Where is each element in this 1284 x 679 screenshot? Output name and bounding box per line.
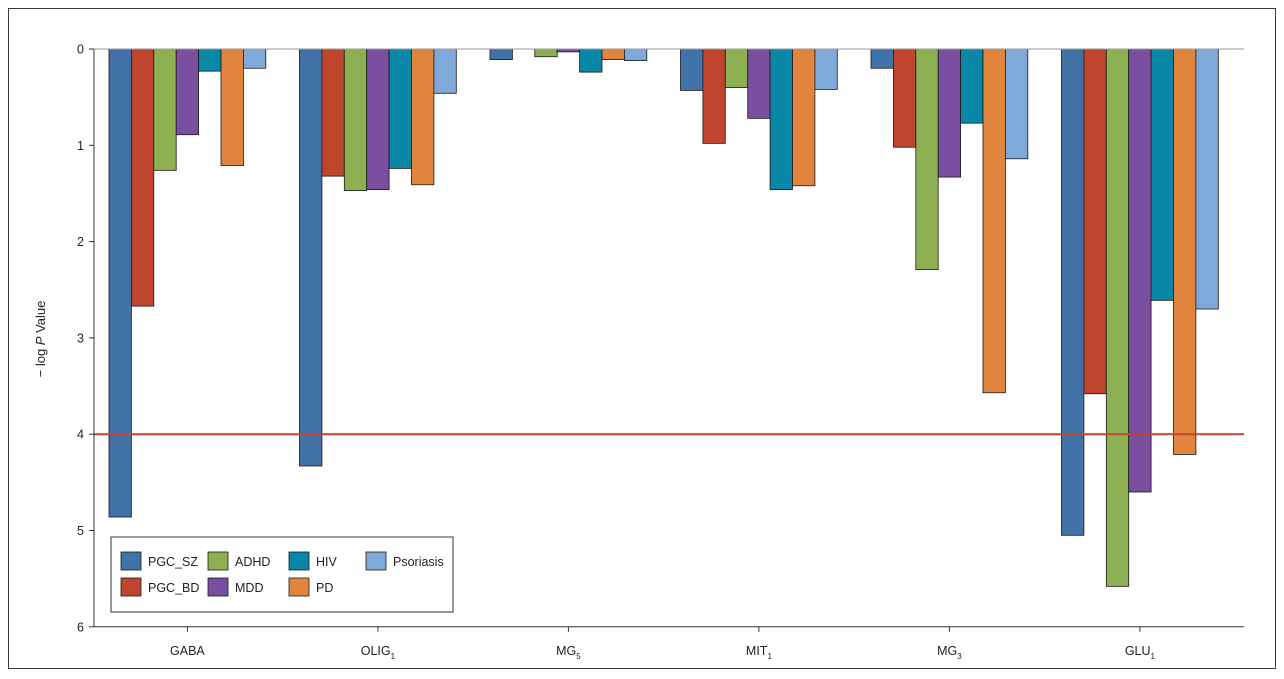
bar-mdd-glu1 [1128,48,1152,493]
bar-pd-mit1 [792,48,816,187]
legend-label: MDD [235,581,263,595]
legend-label: PGC_SZ [148,555,198,569]
legend-label: ADHD [235,555,270,569]
bar-psoriasis-mg5 [624,48,648,61]
legend-swatch [207,577,229,597]
legend-swatch [288,551,310,571]
legend-label: PD [316,581,333,595]
bar-mdd-mg3 [937,48,962,178]
x-category-label: MG3 [937,644,962,661]
y-axis-title: − log P Value [33,301,48,378]
legend-label: Psoriasis [393,555,444,569]
x-axis: GABA OLIG1 MG5 MIT1 MG3 GLU1 [94,48,1244,661]
bar-pgc-sz-glu1 [1061,48,1085,536]
bar-pgc-bd-gaba [131,48,155,307]
legend-swatch [365,551,387,571]
bar-pd-glu1 [1173,48,1197,455]
bar-pd-mg5 [601,48,625,60]
bar-chart: − log P Value 0 1 2 3 4 5 6 GABA OLIG1 MG5 MIT1 MG… [33,43,1244,661]
bar-pd-mg3 [982,48,1006,394]
x-category-label: GLU1 [1125,644,1156,661]
x-category-label: OLIG1 [361,644,396,661]
x-category-label: MG5 [556,644,581,661]
bar-adhd-olig1 [343,48,368,191]
bar-pgc-bd-glu1 [1083,48,1107,395]
x-category-label: GABA [170,644,205,658]
legend-swatch [120,577,142,597]
bar-pgc-bd-mit1 [702,48,726,144]
legend-label: HIV [316,555,338,569]
bar-adhd-glu1 [1105,48,1130,587]
bar-pgc-bd-mg3 [893,48,917,148]
bar-pgc-bd-olig1 [321,48,345,177]
bar-adhd-mit1 [724,48,749,88]
bar-adhd-mg3 [915,48,939,270]
bar-hiv-glu1 [1150,48,1174,301]
bar-hiv-olig1 [388,48,412,169]
bar-hiv-mg5 [579,48,603,73]
bars-group [94,48,1244,587]
legend-box [110,536,454,613]
bar-adhd-gaba [153,48,177,171]
y-tick-label: 5 [77,524,84,538]
bar-mdd-olig1 [366,48,390,191]
bar-pd-gaba [220,48,244,166]
legend-label: PGC_BD [148,581,199,595]
bar-adhd-mg5 [534,48,558,58]
y-tick-label: 0 [77,43,84,57]
y-tick-label: 1 [77,139,84,153]
y-tick-label: 3 [77,331,84,345]
x-category-label: MIT1 [746,644,773,661]
legend-swatch [120,551,142,571]
bar-psoriasis-gaba [242,48,267,69]
legend: PGC_SZ ADHD HIV Psoriasis PGC_BD MDD PD [110,536,454,613]
y-axis: 0 1 2 3 4 5 6 [77,43,95,634]
bar-psoriasis-glu1 [1195,48,1219,310]
bar-pgc-sz-olig1 [299,48,323,467]
y-tick-label: 6 [77,620,84,634]
bar-psoriasis-olig1 [433,48,457,94]
legend-swatch [288,577,310,597]
bar-pd-olig1 [411,48,435,186]
bar-pgc-sz-mg5 [489,48,513,60]
bar-psoriasis-mg3 [1005,48,1029,160]
bar-hiv-gaba [198,48,222,72]
bar-psoriasis-mit1 [814,48,838,90]
legend-swatch [207,551,229,571]
y-tick-label: 4 [77,428,84,442]
chart-frame: − log P Value 0 1 2 3 4 5 6 GABA OLIG1 MG5 MIT1 MG… [8,8,1276,669]
bar-pgc-sz-gaba [108,48,132,518]
bar-pgc-sz-mit1 [680,48,704,91]
y-tick-label: 2 [77,235,84,249]
bar-mdd-gaba [175,48,199,136]
bar-hiv-mit1 [769,48,793,191]
bar-mdd-mit1 [747,48,771,119]
bar-pgc-sz-mg3 [870,48,894,69]
bar-hiv-mg3 [960,48,984,124]
